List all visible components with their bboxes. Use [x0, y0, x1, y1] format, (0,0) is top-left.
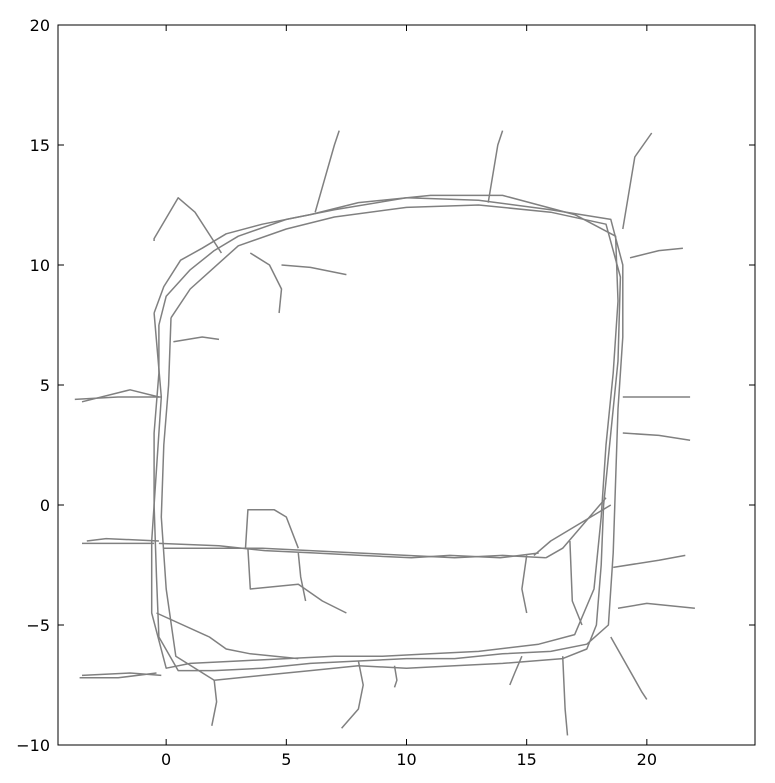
series-line-29	[393, 665, 398, 688]
series-line-17	[314, 130, 340, 213]
series-line-36	[569, 540, 583, 626]
series-line-10	[86, 537, 159, 542]
x-tick-label-20: 20	[637, 750, 657, 769]
series-line-34	[521, 555, 528, 614]
series-line-30	[211, 680, 218, 726]
series-line-3	[163, 547, 546, 559]
y-tick-label-5: 5	[40, 376, 50, 395]
y-tick-label--5: −5	[26, 616, 50, 635]
series-line-4	[158, 542, 539, 559]
series-line-25	[610, 636, 648, 700]
series-line-8	[74, 396, 162, 401]
x-tick-label-15: 15	[516, 750, 536, 769]
series-line-22	[622, 432, 691, 441]
series-line-31	[244, 509, 299, 549]
series-line-28	[341, 660, 364, 729]
plot-frame	[57, 24, 756, 746]
series-line-1	[160, 204, 622, 681]
series-line-5	[545, 497, 607, 559]
series-line-27	[509, 655, 523, 686]
series-line-13	[81, 672, 162, 677]
y-tick-label-20: 20	[30, 16, 50, 35]
series-line-14	[153, 197, 223, 254]
x-tick-label-10: 10	[396, 750, 416, 769]
series-line-20	[629, 247, 683, 259]
series-line-26	[561, 656, 569, 736]
series-line-2	[150, 194, 619, 669]
tick-layer: 0 5 10 15 20 −10 −5 0 5 10 15 20	[16, 16, 755, 769]
x-tick-label-0: 0	[161, 750, 171, 769]
series-line-15	[249, 252, 283, 314]
x-tick-label-5: 5	[281, 750, 291, 769]
series-line-16	[281, 264, 347, 276]
series-line-33	[297, 552, 307, 602]
series-line-32	[247, 548, 347, 614]
y-tick-label-0: 0	[40, 496, 50, 515]
series-line-9	[173, 336, 220, 343]
y-tick-label-10: 10	[30, 256, 50, 275]
series-line-24	[617, 602, 695, 609]
series-line-23	[613, 554, 686, 569]
series-line-6	[533, 504, 612, 556]
y-tick-label-15: 15	[30, 136, 50, 155]
series-line-18	[487, 130, 504, 203]
series-line-19	[622, 132, 653, 230]
y-tick-label--10: −10	[16, 736, 50, 755]
series-line-35	[156, 612, 299, 660]
series-layer	[74, 130, 695, 736]
